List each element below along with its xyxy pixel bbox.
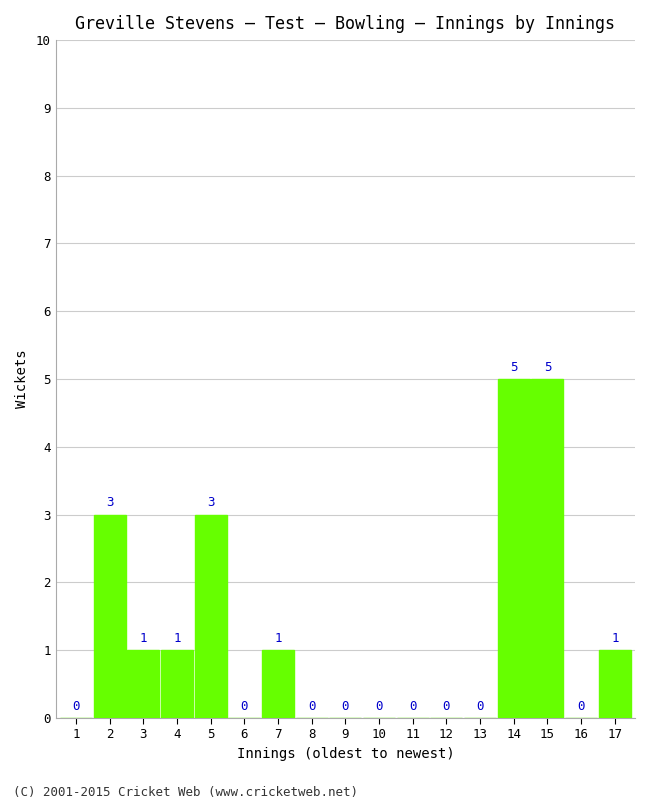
Bar xyxy=(498,379,530,718)
Bar xyxy=(195,514,227,718)
X-axis label: Innings (oldest to newest): Innings (oldest to newest) xyxy=(237,747,454,761)
Y-axis label: Wickets: Wickets xyxy=(15,350,29,408)
Text: 0: 0 xyxy=(443,700,450,713)
Text: 0: 0 xyxy=(409,700,417,713)
Bar xyxy=(262,650,294,718)
Text: 1: 1 xyxy=(611,632,619,645)
Bar xyxy=(127,650,159,718)
Text: 1: 1 xyxy=(274,632,282,645)
Text: 0: 0 xyxy=(72,700,80,713)
Text: 5: 5 xyxy=(543,361,551,374)
Text: 0: 0 xyxy=(308,700,315,713)
Text: 1: 1 xyxy=(174,632,181,645)
Text: 0: 0 xyxy=(240,700,248,713)
Bar xyxy=(161,650,193,718)
Title: Greville Stevens – Test – Bowling – Innings by Innings: Greville Stevens – Test – Bowling – Inni… xyxy=(75,15,616,33)
Text: (C) 2001-2015 Cricket Web (www.cricketweb.net): (C) 2001-2015 Cricket Web (www.cricketwe… xyxy=(13,786,358,799)
Text: 0: 0 xyxy=(375,700,383,713)
Bar xyxy=(599,650,630,718)
Text: 3: 3 xyxy=(207,496,215,510)
Text: 0: 0 xyxy=(476,700,484,713)
Bar xyxy=(532,379,564,718)
Text: 0: 0 xyxy=(577,700,585,713)
Text: 0: 0 xyxy=(342,700,349,713)
Text: 1: 1 xyxy=(140,632,147,645)
Bar xyxy=(94,514,125,718)
Text: 5: 5 xyxy=(510,361,517,374)
Text: 3: 3 xyxy=(106,496,114,510)
